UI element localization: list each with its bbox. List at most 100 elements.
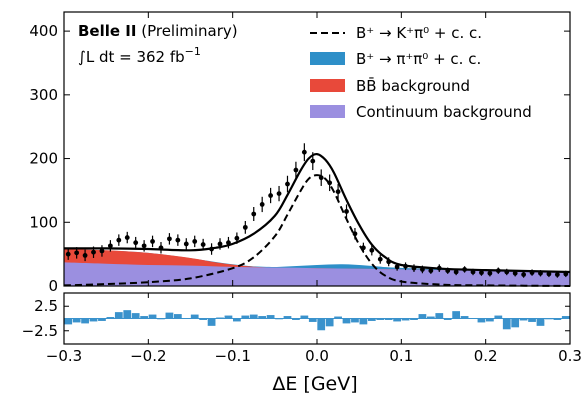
experiment-annotation: Belle II (Preliminary) ∫L dt = 362 fb−1 bbox=[78, 22, 238, 66]
main-panel: 0 100 200 300 400 Belle II (Preliminary) ∫L … bbox=[29, 11, 571, 295]
data-point bbox=[65, 248, 71, 260]
x-tick-label: 0.0 bbox=[305, 347, 329, 365]
data-point-marker bbox=[192, 238, 198, 244]
pull-bar bbox=[173, 314, 182, 319]
data-point-marker bbox=[133, 240, 139, 246]
y-tick-label: 200 bbox=[29, 150, 58, 168]
data-point bbox=[285, 175, 290, 193]
pull-bar bbox=[351, 318, 359, 323]
data-point-marker bbox=[420, 267, 425, 272]
x-tick-label: 0.2 bbox=[474, 347, 498, 365]
pull-bar bbox=[300, 315, 309, 319]
data-point bbox=[175, 234, 181, 246]
data-point bbox=[521, 271, 527, 278]
data-point bbox=[209, 243, 214, 255]
data-point-marker bbox=[512, 270, 518, 276]
pull-bar bbox=[199, 318, 208, 320]
data-point bbox=[318, 169, 324, 186]
data-point bbox=[445, 267, 451, 274]
pull-bar bbox=[435, 313, 444, 319]
data-point-marker bbox=[91, 249, 96, 255]
pull-bars bbox=[64, 310, 570, 331]
pull-bar bbox=[452, 311, 461, 319]
pull-bar bbox=[224, 315, 233, 319]
pull-y-tick-label: −2.5 bbox=[22, 322, 58, 340]
x-tick-label: 0.1 bbox=[389, 347, 413, 365]
data-point-marker bbox=[65, 251, 71, 257]
data-point-marker bbox=[167, 236, 172, 242]
pull-bar bbox=[528, 318, 536, 322]
data-point bbox=[420, 265, 425, 274]
data-point bbox=[158, 242, 164, 254]
pull-y-tick-label: 2.5 bbox=[34, 297, 58, 315]
data-point-marker bbox=[141, 243, 147, 249]
data-point-marker bbox=[234, 235, 240, 241]
data-point-marker bbox=[310, 158, 316, 164]
pull-bar bbox=[241, 315, 250, 319]
data-point-marker bbox=[183, 241, 189, 247]
pull-bar bbox=[64, 318, 73, 325]
data-point bbox=[554, 271, 560, 278]
pull-bar bbox=[131, 313, 140, 319]
data-point-marker bbox=[285, 181, 290, 187]
pull-bar bbox=[367, 318, 376, 321]
data-point-marker bbox=[369, 247, 375, 253]
data-point-marker bbox=[259, 202, 265, 207]
pull-bar bbox=[469, 318, 477, 319]
data-point bbox=[360, 242, 366, 253]
pull-bar bbox=[249, 314, 258, 319]
data-point-marker bbox=[436, 265, 442, 271]
legend-label-pipi: B⁺ → π⁺π⁰ + c. c. bbox=[356, 50, 481, 68]
legend-swatch-bbbar bbox=[310, 79, 345, 92]
pull-bar bbox=[494, 315, 503, 319]
data-point-marker bbox=[268, 193, 274, 198]
pull-bar bbox=[393, 318, 401, 322]
legend-label-kpi: B⁺ → K⁺π⁰ + c. c. bbox=[356, 24, 482, 42]
data-point-marker bbox=[226, 240, 231, 246]
data-point-marker bbox=[293, 167, 299, 173]
pull-bar bbox=[334, 316, 342, 319]
pull-bar bbox=[283, 316, 292, 319]
pull-bar bbox=[275, 318, 283, 320]
pull-bar bbox=[418, 314, 427, 319]
data-point-marker bbox=[276, 191, 282, 197]
pull-bar bbox=[519, 318, 528, 321]
pull-bar bbox=[182, 318, 191, 319]
data-point bbox=[428, 267, 434, 274]
pull-bar bbox=[553, 318, 562, 320]
x-tick-label: −0.2 bbox=[130, 347, 166, 365]
data-point-marker bbox=[99, 248, 105, 254]
data-point-marker bbox=[352, 231, 358, 237]
data-point-marker bbox=[546, 271, 552, 277]
data-point-marker bbox=[529, 270, 535, 276]
data-point bbox=[335, 184, 341, 200]
data-point-marker bbox=[175, 237, 181, 243]
pull-bar bbox=[216, 317, 224, 319]
data-point bbox=[386, 257, 392, 267]
legend: B⁺ → K⁺π⁰ + c. c. B⁺ → π⁺π⁰ + c. c. BB̄ … bbox=[310, 24, 532, 121]
data-point bbox=[538, 270, 543, 277]
y-tick-label: 100 bbox=[29, 213, 58, 231]
data-point bbox=[167, 233, 172, 245]
data-point bbox=[352, 228, 358, 240]
pull-bar bbox=[376, 318, 385, 320]
data-point-marker bbox=[251, 211, 257, 217]
pull-bar bbox=[359, 318, 368, 325]
pull-bar bbox=[89, 318, 98, 322]
data-point-marker bbox=[479, 270, 484, 276]
data-point-marker bbox=[200, 242, 206, 247]
data-point bbox=[276, 185, 282, 202]
data-point bbox=[183, 238, 189, 250]
pull-y-ticks: 2.5 −2.5 bbox=[22, 297, 570, 340]
data-point bbox=[403, 262, 408, 271]
data-point bbox=[436, 264, 442, 272]
data-point-marker bbox=[344, 209, 349, 214]
data-point bbox=[91, 246, 96, 258]
data-point bbox=[512, 270, 518, 277]
data-point-marker bbox=[504, 269, 510, 275]
data-point bbox=[495, 267, 501, 274]
data-point bbox=[107, 240, 113, 252]
pull-bar bbox=[545, 318, 553, 320]
data-point bbox=[141, 240, 147, 252]
pull-bar bbox=[190, 314, 199, 319]
